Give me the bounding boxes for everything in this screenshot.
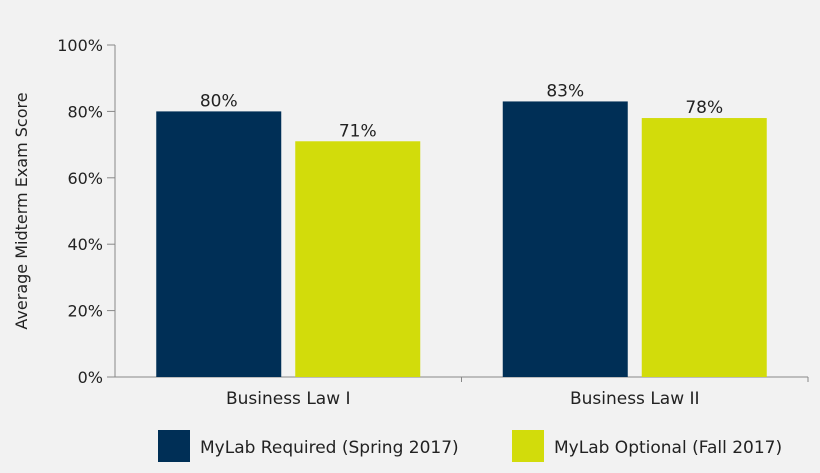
x-categories: Business Law I Business Law II — [226, 377, 809, 409]
legend: MyLab Required (Spring 2017) MyLab Option… — [158, 430, 782, 462]
legend-label: MyLab Optional (Fall 2017) — [554, 438, 782, 458]
y-tick-label: 100% — [57, 36, 103, 55]
data-label: 83% — [546, 81, 584, 101]
y-tick-label: 80% — [67, 102, 103, 121]
bar — [502, 101, 628, 377]
legend-label: MyLab Required (Spring 2017) — [200, 438, 459, 458]
y-ticks: 0% 20% 40% 60% 80% 100% — [57, 36, 115, 387]
y-tick-label: 20% — [67, 302, 103, 321]
bar — [156, 111, 282, 378]
data-label: 80% — [200, 91, 238, 111]
data-label: 71% — [339, 121, 377, 141]
y-tick-label: 60% — [67, 169, 103, 188]
legend-swatch — [158, 430, 190, 462]
y-axis-title: Average Midterm Exam Score — [12, 92, 31, 329]
y-tick-label: 0% — [78, 368, 103, 387]
x-category-label: Business Law I — [226, 389, 351, 409]
x-category-label: Business Law II — [570, 389, 700, 409]
data-label: 78% — [685, 98, 723, 118]
bar — [295, 141, 421, 377]
legend-swatch — [512, 430, 544, 462]
y-tick-label: 40% — [67, 235, 103, 254]
bars — [156, 101, 767, 378]
bar — [641, 118, 767, 377]
data-labels: 80% 71% 83% 78% — [200, 81, 723, 141]
